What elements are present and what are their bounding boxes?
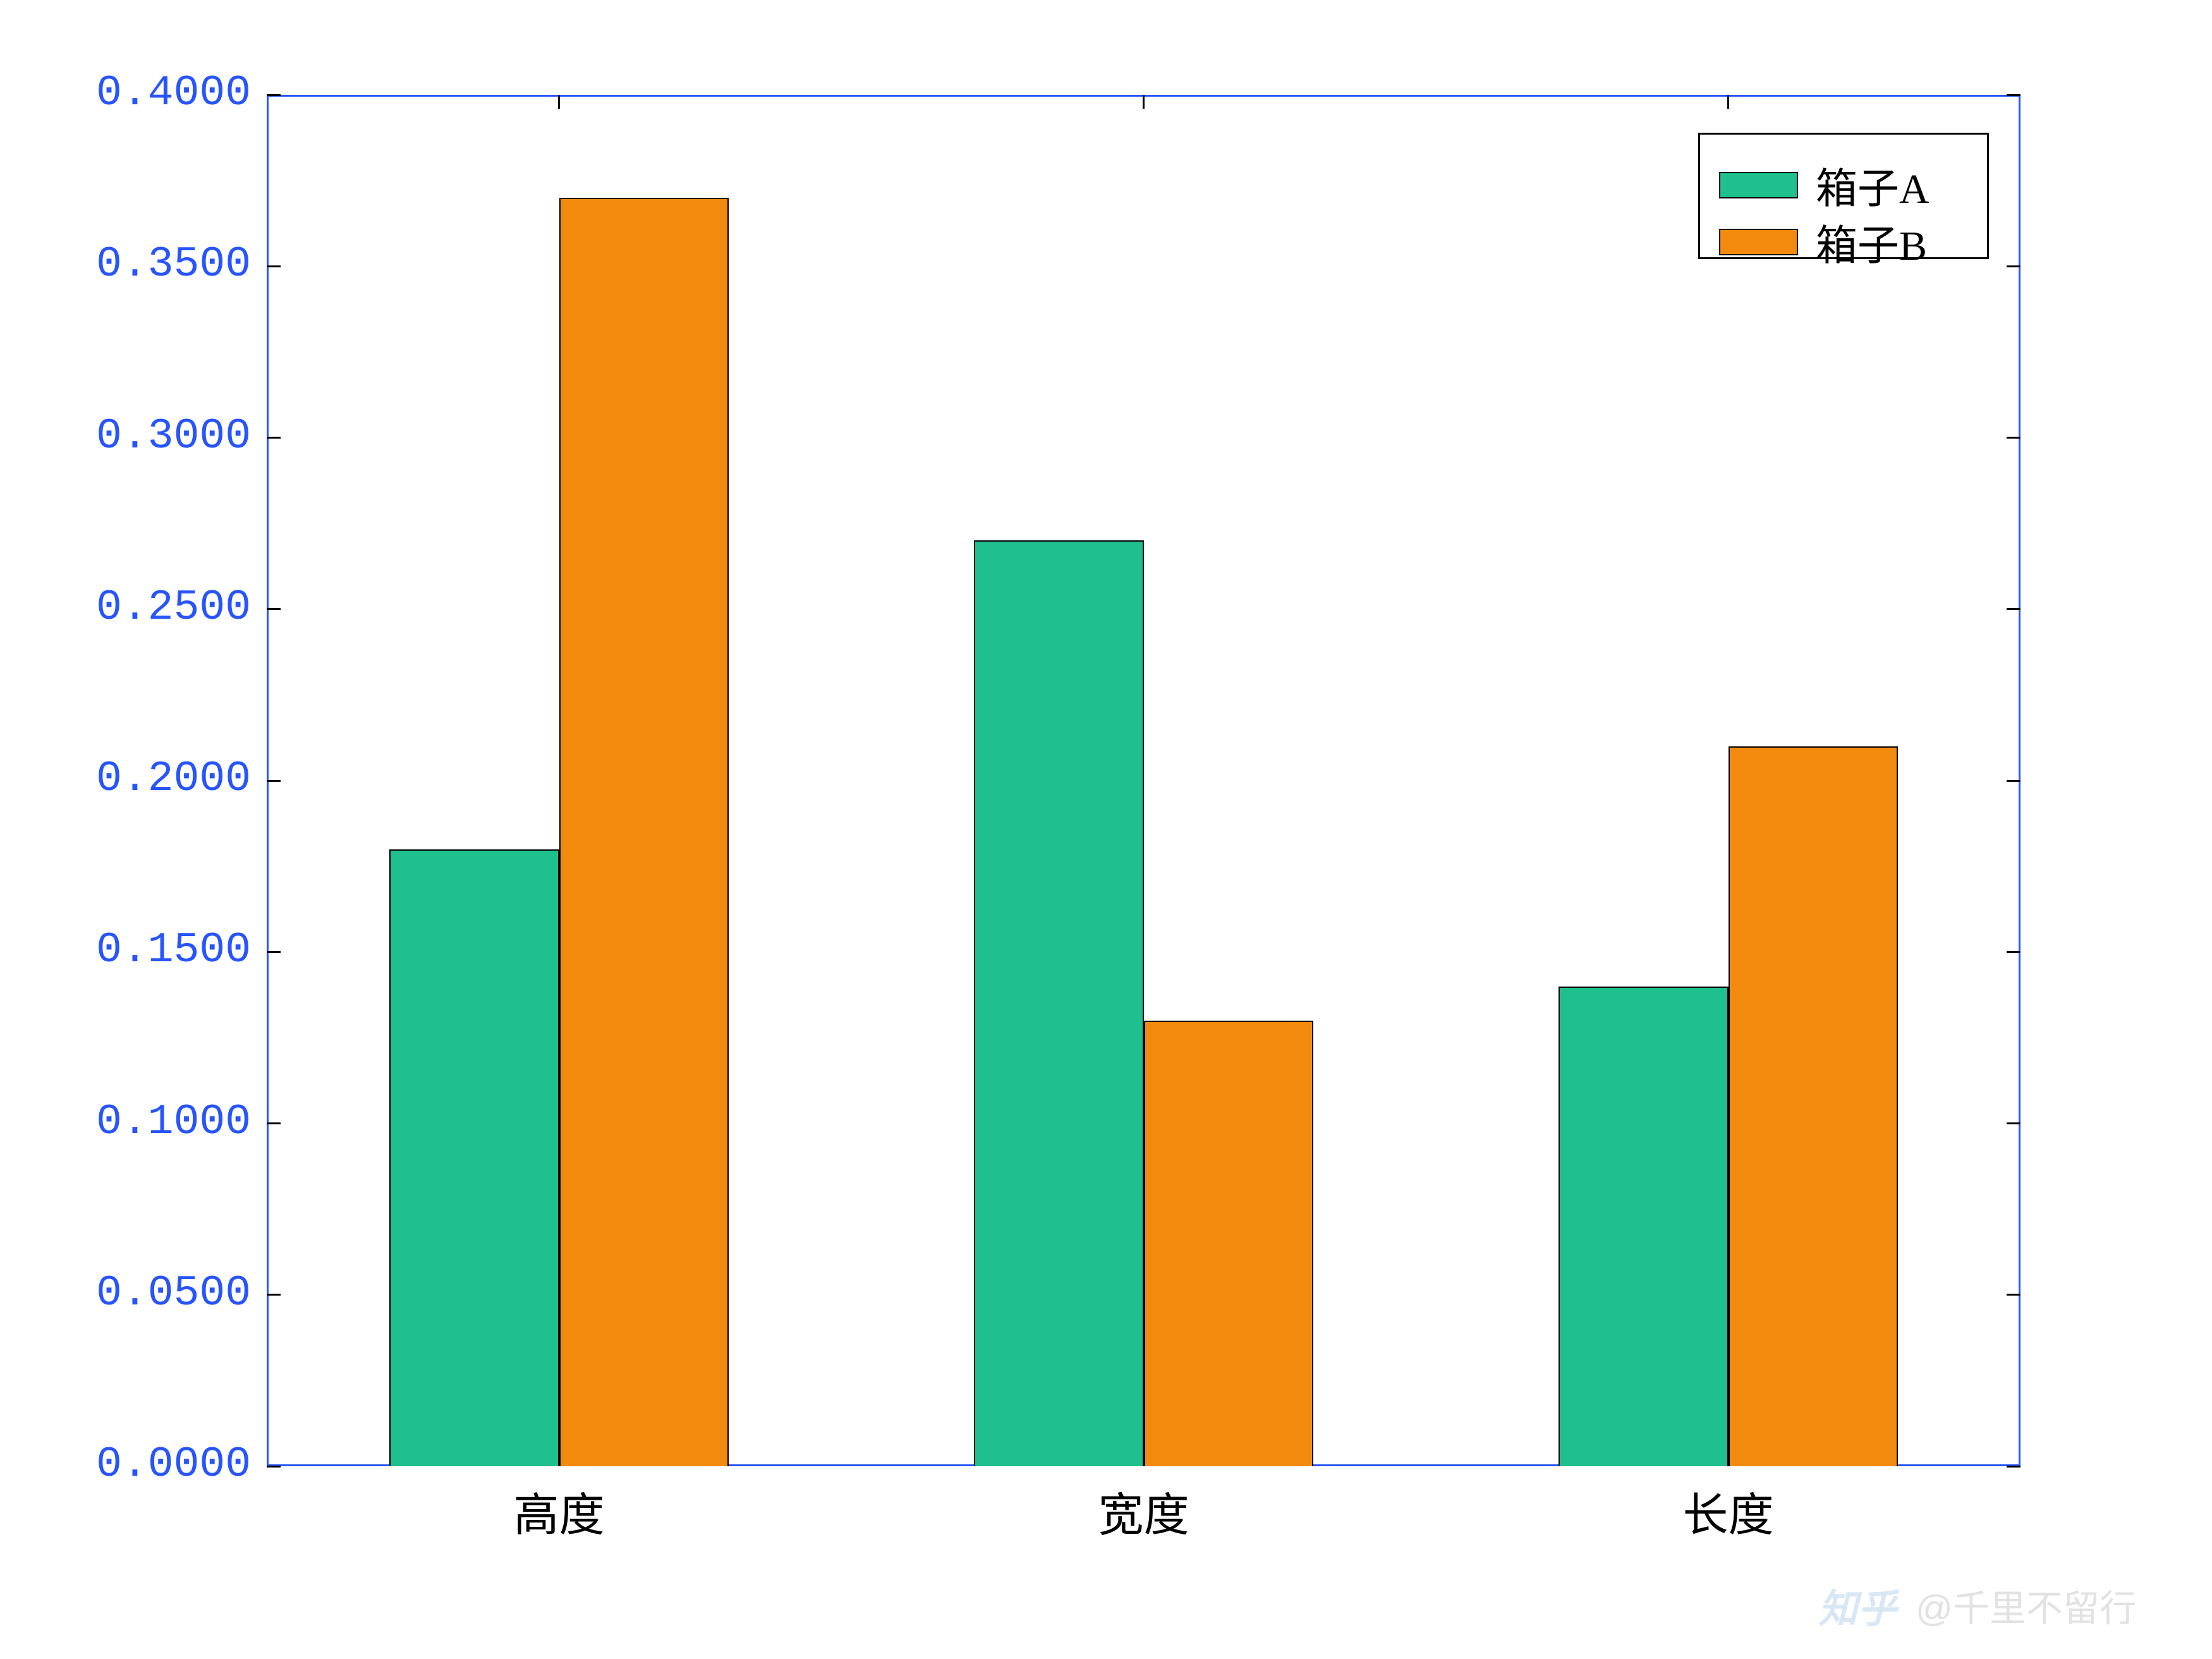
y-tick-label: 0.2000 — [96, 755, 251, 803]
legend: 箱子A箱子B — [1698, 133, 1989, 259]
x-tick-mark — [1727, 95, 1729, 109]
y-tick-label: 0.0500 — [96, 1269, 251, 1318]
y-tick-mark — [267, 437, 281, 439]
x-tick-label: 高度 — [465, 1478, 654, 1544]
watermark-logo: 知乎 — [1818, 1577, 1897, 1634]
bar-series0-cat0 — [389, 849, 559, 1467]
y-tick-label: 0.1500 — [96, 926, 251, 975]
bar-series1-cat1 — [1144, 1021, 1313, 1466]
y-tick-label: 0.0000 — [96, 1440, 251, 1489]
y-tick-label: 0.2500 — [96, 583, 251, 632]
y-tick-mark — [2007, 1122, 2021, 1124]
y-tick-mark — [2007, 94, 2021, 96]
watermark-user: @千里不留行 — [1916, 1579, 2136, 1632]
legend-label: 箱子A — [1816, 155, 1929, 216]
y-tick-mark — [267, 1466, 281, 1468]
x-tick-label: 长度 — [1634, 1478, 1823, 1544]
x-tick-mark — [558, 95, 560, 109]
y-tick-label: 0.3500 — [96, 240, 251, 289]
bar-series1-cat2 — [1729, 746, 1898, 1466]
bar-series0-cat2 — [1559, 987, 1728, 1467]
bar-chart: 0.0000 0.0500 0.1000 0.1500 0.2000 0.2500 0.30… — [0, 0, 2212, 1659]
y-tick-mark — [267, 1122, 281, 1124]
y-tick-mark — [267, 780, 281, 782]
y-tick-mark — [2007, 437, 2021, 439]
y-tick-mark — [267, 608, 281, 610]
y-tick-mark — [2007, 608, 2021, 610]
x-tick-mark — [1143, 95, 1145, 109]
bar-series0-cat1 — [974, 540, 1143, 1466]
y-tick-label: 0.1000 — [96, 1098, 251, 1146]
y-tick-mark — [2007, 1466, 2021, 1468]
y-tick-mark — [2007, 951, 2021, 953]
y-tick-mark — [2007, 265, 2021, 267]
y-tick-mark — [267, 1294, 281, 1296]
y-tick-mark — [267, 94, 281, 96]
y-tick-label: 0.4000 — [96, 69, 251, 118]
y-tick-mark — [2007, 1294, 2021, 1296]
legend-swatch — [1719, 229, 1798, 255]
watermark: 知乎 @千里不留行 — [1818, 1577, 2136, 1634]
y-tick-mark — [267, 265, 281, 267]
y-tick-label: 0.3000 — [96, 412, 251, 461]
x-tick-label: 宽度 — [1049, 1478, 1239, 1544]
legend-swatch — [1719, 172, 1798, 198]
y-tick-mark — [2007, 780, 2021, 782]
legend-item: 箱子A — [1719, 155, 1929, 216]
legend-item: 箱子B — [1719, 212, 1927, 272]
y-tick-mark — [267, 951, 281, 953]
legend-label: 箱子B — [1816, 212, 1927, 272]
bar-series1-cat0 — [559, 198, 729, 1466]
